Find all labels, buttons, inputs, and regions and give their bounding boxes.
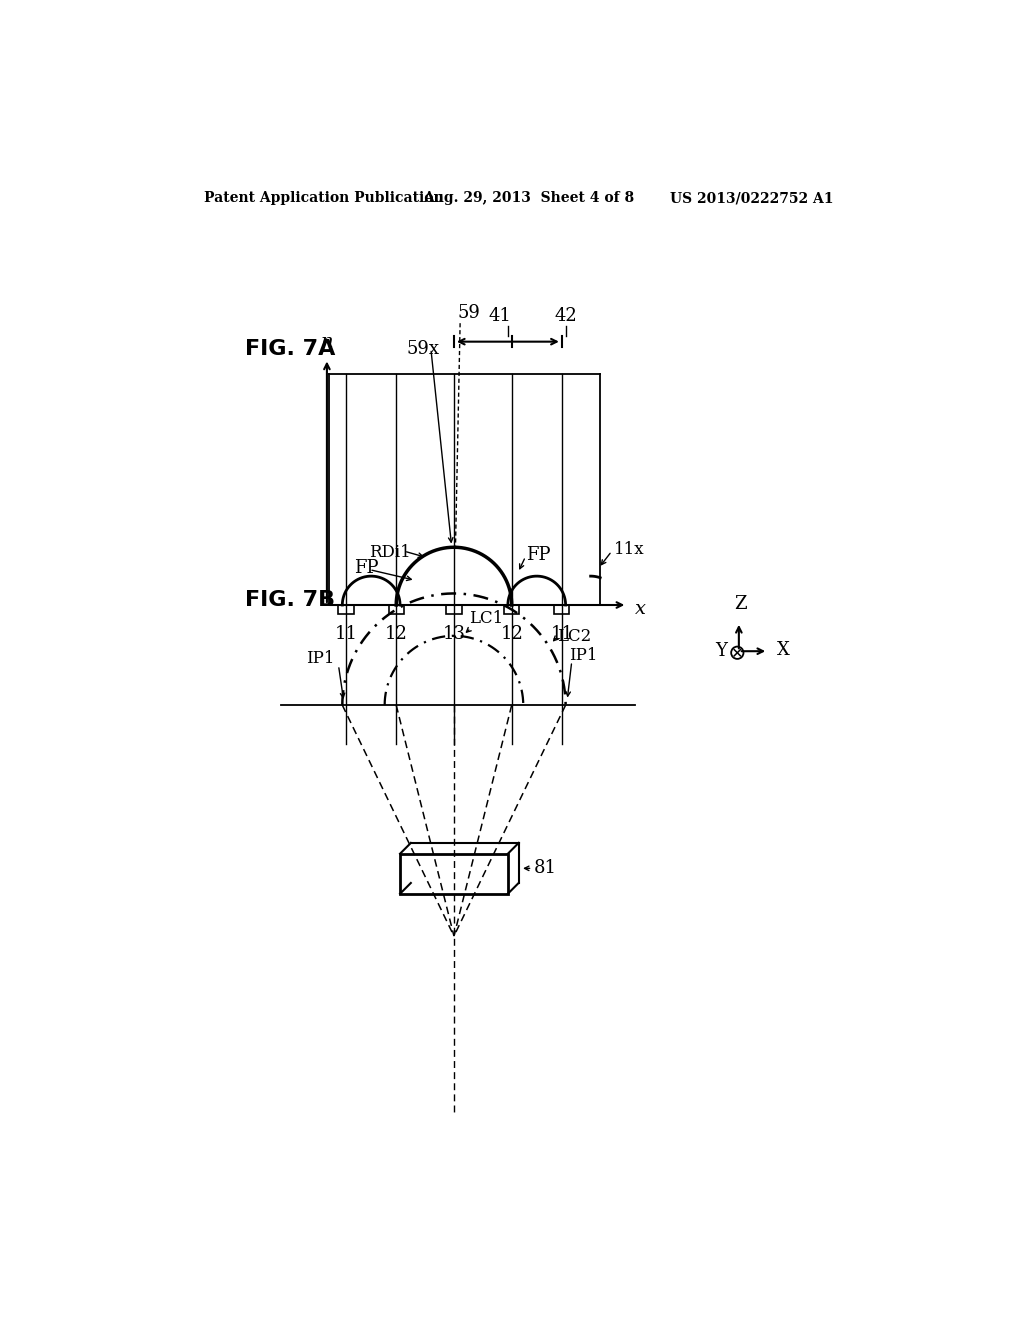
Text: X: X	[777, 640, 791, 659]
Text: 59x: 59x	[407, 341, 439, 358]
Text: IP1: IP1	[306, 651, 335, 668]
Text: Aug. 29, 2013  Sheet 4 of 8: Aug. 29, 2013 Sheet 4 of 8	[423, 191, 634, 206]
Text: FP: FP	[354, 560, 378, 577]
Text: RDi1: RDi1	[370, 544, 411, 561]
Text: LC1: LC1	[469, 610, 504, 627]
Text: 81: 81	[535, 859, 557, 878]
Text: 41: 41	[488, 306, 512, 325]
Text: LC2: LC2	[557, 627, 592, 644]
Text: 59: 59	[458, 304, 480, 322]
Text: n: n	[321, 333, 333, 351]
Text: 13: 13	[442, 626, 466, 643]
Text: x: x	[635, 599, 646, 618]
Text: FP: FP	[525, 546, 550, 564]
Bar	[504, 605, 519, 614]
Bar	[554, 605, 569, 614]
Text: Z: Z	[734, 595, 746, 612]
Bar	[446, 605, 462, 614]
Text: 11: 11	[335, 626, 357, 643]
Text: Y: Y	[715, 643, 727, 660]
Text: 42: 42	[554, 306, 577, 325]
Text: FIG. 7A: FIG. 7A	[245, 339, 335, 359]
Text: Patent Application Publication: Patent Application Publication	[204, 191, 443, 206]
Text: 12: 12	[385, 626, 408, 643]
Bar	[339, 605, 354, 614]
Bar	[388, 605, 403, 614]
Text: US 2013/0222752 A1: US 2013/0222752 A1	[670, 191, 834, 206]
Text: FIG. 7B: FIG. 7B	[245, 590, 335, 610]
Text: 11: 11	[550, 626, 573, 643]
Text: 12: 12	[501, 626, 523, 643]
Text: IP1: IP1	[569, 647, 598, 664]
Text: 11x: 11x	[614, 541, 645, 558]
Bar	[400, 854, 508, 894]
